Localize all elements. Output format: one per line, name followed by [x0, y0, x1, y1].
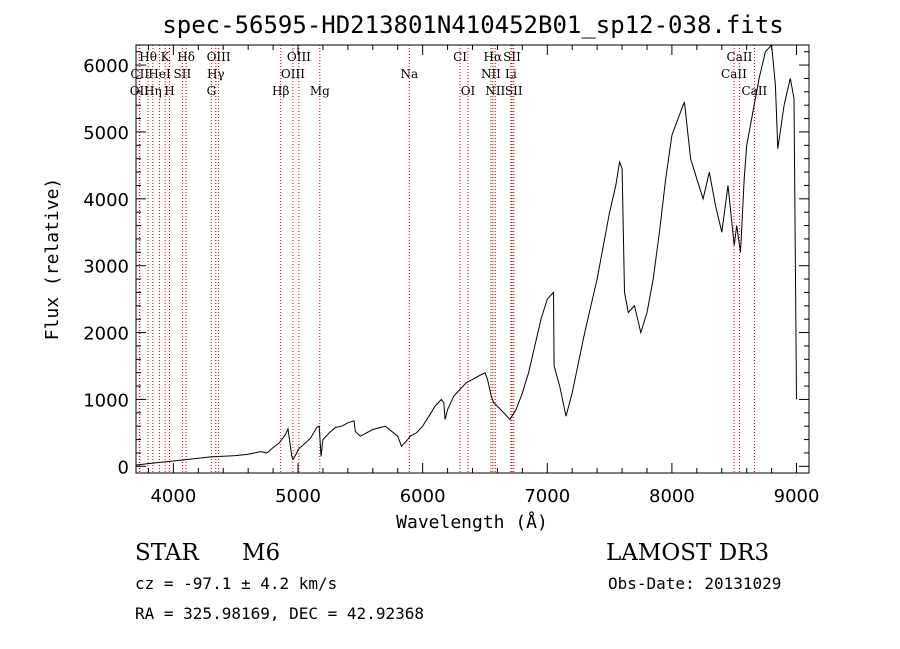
x-tick-label: 4000 — [150, 486, 196, 507]
line-marker-label: Hθ — [139, 50, 157, 64]
line-marker-label: OII — [130, 84, 150, 98]
line-marker-label: SII — [505, 84, 523, 98]
survey-name: LAMOST DR3 — [606, 540, 770, 566]
x-axis-label: Wavelength (Å) — [396, 511, 548, 533]
line-marker-label: Hγ — [207, 67, 225, 81]
line-marker-label: OI — [461, 84, 476, 98]
y-tick-label: 1000 — [83, 390, 129, 411]
line-marker-label: OIII — [281, 67, 305, 81]
line-marker-label: NII — [485, 84, 505, 98]
x-tick-label: 9000 — [774, 486, 820, 507]
y-tick-label: 4000 — [83, 190, 129, 211]
x-axis-ticks: 4000 5000 6000 7000 8000 9000 — [147, 45, 820, 507]
object-class: STAR — [135, 540, 199, 566]
line-marker-label: CI — [453, 50, 467, 64]
line-marker-label: Mg — [310, 84, 330, 98]
x-tick-label: 7000 — [524, 486, 570, 507]
x-tick-label: 5000 — [275, 486, 321, 507]
line-marker-label: HeI — [148, 67, 171, 81]
line-marker-label: Li — [505, 67, 517, 81]
line-marker-label: OIII — [207, 50, 231, 64]
y-tick-label: 3000 — [83, 257, 129, 278]
line-marker-label: Hδ — [177, 50, 195, 64]
line-marker-label: CaII — [727, 50, 753, 64]
object-subclass: M6 — [242, 540, 281, 566]
line-marker-label: Na — [400, 67, 418, 81]
line-marker-label: SII — [174, 67, 192, 81]
line-marker-label: NII — [481, 67, 501, 81]
observation-date: Obs-Date: 20131029 — [608, 574, 782, 593]
line-marker-label: CaII — [741, 84, 767, 98]
line-marker-label: CaII — [721, 67, 747, 81]
chart-title: spec-56595-HD213801N410452B01_sp12-038.f… — [162, 11, 783, 39]
ra-dec-coordinates: RA = 325.98169, DEC = 42.92368 — [135, 604, 424, 623]
line-marker-label: CII — [130, 67, 149, 81]
line-marker-label: K — [161, 50, 171, 64]
line-marker-labels: OIICIIHθHηHeIKHSIIHδGHγOIIIHβOIIIOIIIMgN… — [130, 50, 768, 98]
x-tick-label: 6000 — [400, 486, 446, 507]
y-tick-label: 2000 — [83, 324, 129, 345]
line-marker-label: Hα — [484, 50, 503, 64]
line-marker-label: G — [207, 84, 217, 98]
y-tick-label: 0 — [118, 457, 129, 478]
plot-frame — [135, 44, 810, 474]
line-marker-label: SII — [503, 50, 521, 64]
y-axis-label: Flux (relative) — [42, 178, 63, 341]
x-tick-label: 8000 — [649, 486, 695, 507]
line-marker-label: OIII — [287, 50, 311, 64]
line-markers — [138, 45, 755, 473]
redshift-velocity: cz = -97.1 ± 4.2 km/s — [135, 574, 338, 593]
spectrum-line — [135, 43, 797, 466]
line-marker-label: Hη — [144, 84, 162, 98]
line-marker-label: H — [164, 84, 174, 98]
y-tick-label: 5000 — [83, 123, 129, 144]
y-axis-ticks: 0 1000 2000 3000 4000 5000 6000 — [83, 51, 809, 478]
line-marker-label: Hβ — [272, 84, 289, 98]
y-tick-label: 6000 — [83, 56, 129, 77]
